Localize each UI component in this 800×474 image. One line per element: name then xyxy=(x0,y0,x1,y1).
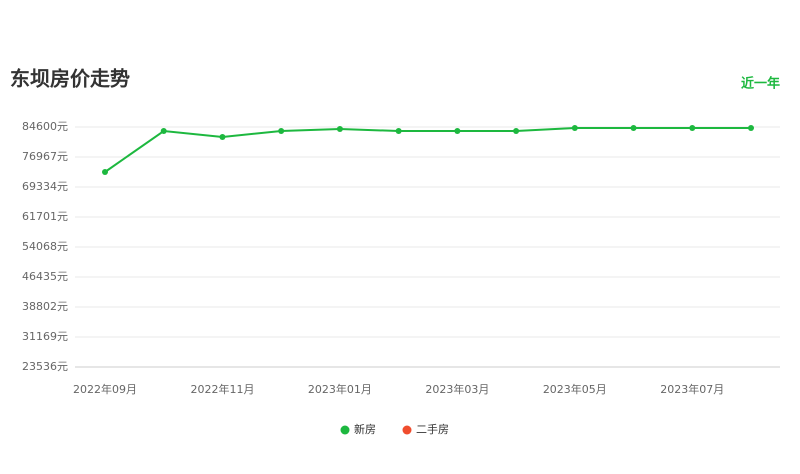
range-button[interactable]: 近一年 xyxy=(741,76,780,92)
point xyxy=(630,124,637,131)
point xyxy=(454,128,461,135)
y-tick-label: 23536元 xyxy=(22,360,68,373)
x-tick-label: 2023年01月 xyxy=(308,382,372,396)
y-tick-label: 46435元 xyxy=(22,270,68,283)
point xyxy=(336,126,343,133)
x-tick-label: 2023年05月 xyxy=(543,382,607,396)
y-tick-label: 38802元 xyxy=(22,300,68,313)
y-tick-label: 69334元 xyxy=(22,180,68,193)
point xyxy=(748,124,754,131)
point xyxy=(219,133,226,140)
legend-marker xyxy=(340,425,350,435)
point xyxy=(689,124,696,131)
y-tick-label: 61701元 xyxy=(22,210,68,223)
y-tick-label: 31169元 xyxy=(22,330,68,343)
point xyxy=(513,128,520,135)
x-tick-label: 2022年11月 xyxy=(190,382,254,396)
chart-title: 东坝房价走势 xyxy=(10,67,130,91)
x-tick-label: 2022年09月 xyxy=(73,382,137,396)
point xyxy=(160,128,167,135)
legend-label: 新房 xyxy=(354,422,376,436)
point xyxy=(395,128,402,135)
legend-marker xyxy=(402,425,412,435)
y-tick-label: 76967元 xyxy=(22,150,68,163)
line xyxy=(104,126,751,173)
x-tick-label: 2023年03月 xyxy=(425,382,489,396)
y-tick-label: 54068元 xyxy=(22,240,68,253)
x-tick-label: 2023年07月 xyxy=(660,382,724,396)
point xyxy=(278,128,285,135)
y-tick-label: 84600元 xyxy=(22,120,68,133)
point xyxy=(102,169,108,176)
legend-label: 二手房 xyxy=(416,422,449,436)
point xyxy=(571,124,578,131)
